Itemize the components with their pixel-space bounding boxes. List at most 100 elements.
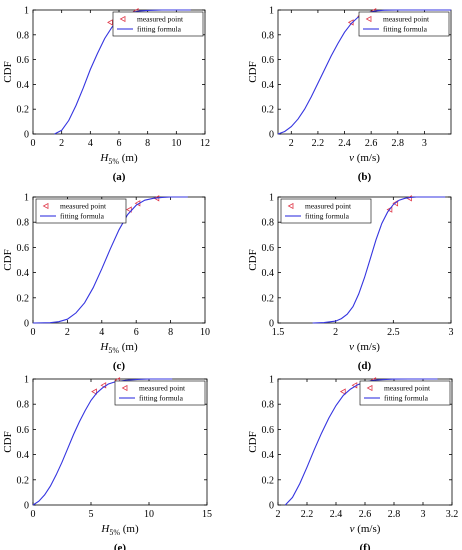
x-tick-label: 6 [134, 327, 139, 338]
legend-label-fitting-formula: fitting formula [383, 25, 428, 34]
plot-frame [277, 196, 452, 324]
x-axis-label-unit: (m) [119, 152, 138, 164]
x-tick-label: 2 [276, 509, 281, 520]
x-axis-label-unit: (m/s) [354, 341, 380, 353]
y-tick-label: 0.4 [262, 80, 275, 91]
x-tick-label: 2.8 [388, 509, 401, 520]
x-tick-label: 3 [449, 327, 454, 338]
x-tick-label: 4 [99, 327, 104, 338]
y-axis-label: CDF [2, 61, 14, 82]
chart-panel-5: 0 5 10 15 0 0.2 0.4 0.6 0.8 1 CDF H5% (m) (e) measure… [2, 375, 212, 550]
x-axis-label-symbol: H [99, 152, 109, 164]
y-axis-label: CDF [247, 431, 259, 452]
x-tick-label: 2.2 [312, 138, 325, 149]
y-tick-label: 1 [269, 375, 274, 386]
y-axis-label: CDF [247, 61, 259, 82]
x-tick-label: 8 [168, 327, 173, 338]
panel-label: (e) [114, 542, 127, 550]
legend-label-measured-point: measured point [383, 15, 430, 24]
y-tick-label: 0.2 [262, 105, 275, 116]
y-tick-label: 0.6 [17, 425, 30, 436]
measured-point-marker [125, 206, 132, 213]
x-axis-label-unit: (m) [120, 523, 139, 535]
fitting-formula-line [54, 9, 191, 135]
chart-panel-2: 2 2.2 2.4 2.6 2.8 3 0 0.2 0.4 0.6 0.8 1 CDF v (m/s) (b… [247, 6, 452, 183]
x-tick-label: 3.2 [446, 509, 459, 520]
measured-point-marker [392, 200, 399, 207]
y-axis-label: CDF [2, 431, 14, 452]
y-tick-label: 0.2 [262, 293, 275, 304]
y-tick-label: 0.6 [17, 243, 30, 254]
y-tick-label: 0.4 [17, 268, 30, 279]
x-tick-label: 1.5 [272, 327, 285, 338]
x-tick-label: 0 [31, 327, 36, 338]
y-tick-label: 0.8 [17, 400, 30, 411]
y-tick-label: 0.4 [262, 268, 275, 279]
y-tick-label: 0.4 [262, 450, 275, 461]
x-tick-label: 2.6 [365, 138, 378, 149]
plot-frame [32, 196, 206, 324]
x-tick-label: 5 [89, 509, 94, 520]
y-tick-label: 1 [269, 6, 274, 17]
y-tick-label: 0 [24, 319, 29, 330]
legend-label-fitting-formula: fitting formula [137, 25, 182, 34]
legend-marker-icon [121, 384, 128, 392]
x-axis-label-symbol: H [100, 523, 110, 535]
legend-label-fitting-formula: fitting formula [60, 212, 105, 221]
y-tick-label: 0.4 [17, 80, 30, 91]
y-tick-label: 0.6 [262, 243, 275, 254]
x-tick-label: 2.4 [330, 509, 343, 520]
legend-label-measured-point: measured point [384, 384, 431, 393]
fitting-formula-line [312, 196, 446, 324]
x-axis-label: H5% (m) [100, 523, 139, 537]
legend-marker-icon [365, 15, 372, 23]
panel-label: (b) [358, 171, 372, 183]
x-axis-label-subscript: 5% [108, 346, 119, 355]
y-tick-label: 0 [24, 501, 29, 512]
chart-panel-4: 1.5 2 2.5 3 0 0.2 0.4 0.6 0.8 1 CDF v (m/s) (d) measu… [247, 193, 454, 373]
panel-label: (a) [113, 171, 126, 183]
x-tick-label: 0 [31, 138, 36, 149]
legend-label-measured-point: measured point [305, 202, 352, 211]
x-axis-label: H5% (m) [99, 341, 138, 355]
y-tick-label: 0.8 [262, 400, 275, 411]
x-tick-label: 2.5 [387, 327, 400, 338]
x-axis-label-symbol: v [350, 523, 355, 535]
panel-label: (d) [358, 360, 372, 372]
x-tick-label: 2 [65, 327, 70, 338]
x-axis-label: v (m/s) [349, 152, 380, 164]
measured-point-marker [107, 19, 113, 26]
y-tick-label: 1 [269, 193, 274, 204]
legend-box [112, 11, 204, 37]
legend-marker-icon [42, 202, 49, 210]
x-axis-label-unit: (m/s) [354, 523, 380, 535]
x-axis-label-unit: (m/s) [354, 152, 380, 164]
x-tick-label: 2 [333, 327, 338, 338]
legend-label-measured-point: measured point [137, 15, 184, 24]
legend-marker-icon [366, 384, 373, 392]
measured-point-marker [406, 195, 412, 202]
x-axis-label-subscript: 5% [109, 528, 120, 537]
chart-panel-6: 2 2.2 2.4 2.6 2.8 3 3.2 0 0.2 0.4 0.6 0.8 1 CDF v (m/s… [247, 375, 458, 550]
chart-panel-1: 0 2 4 6 8 10 12 0 0.2 0.4 0.6 0.8 1 CDF H5% (m) (a) meas… [2, 6, 210, 184]
x-axis-label: H5% (m) [99, 152, 138, 166]
x-tick-label: 2.2 [301, 509, 314, 520]
x-axis-label-unit: (m) [119, 341, 138, 353]
x-tick-label: 2.6 [359, 509, 372, 520]
y-tick-label: 0.8 [262, 30, 275, 41]
x-tick-label: 8 [145, 138, 150, 149]
x-tick-label: 2.4 [338, 138, 351, 149]
legend-marker-icon [287, 202, 294, 210]
fitting-formula-line [277, 9, 451, 135]
legend-label-fitting-formula: fitting formula [139, 394, 184, 403]
x-axis-label: v (m/s) [349, 341, 380, 353]
y-tick-label: 0.6 [262, 425, 275, 436]
x-tick-label: 3 [422, 138, 427, 149]
y-tick-label: 0.2 [17, 293, 30, 304]
x-tick-label: 2.8 [392, 138, 405, 149]
x-tick-label: 12 [200, 138, 210, 149]
x-tick-label: 2 [59, 138, 64, 149]
